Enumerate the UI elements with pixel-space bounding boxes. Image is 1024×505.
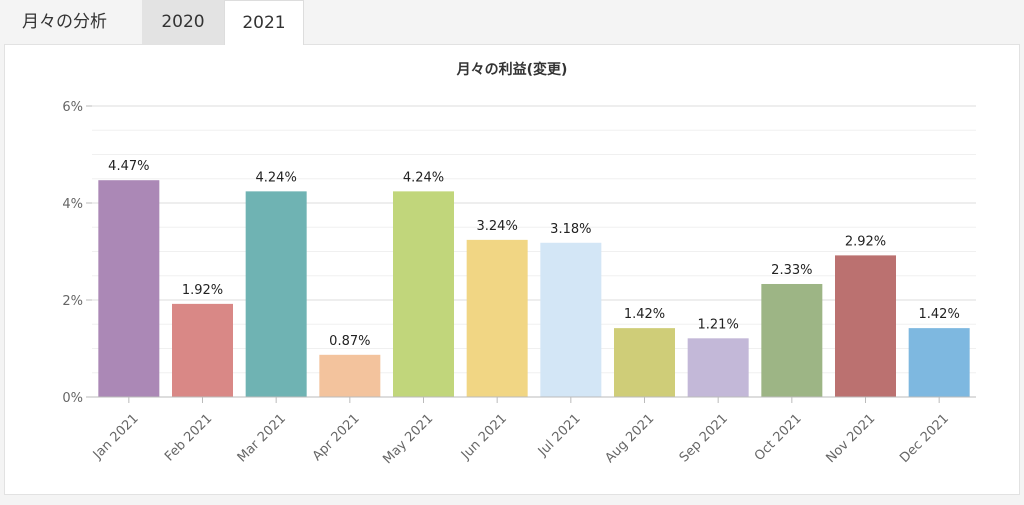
bar[interactable]	[319, 354, 381, 397]
bar[interactable]	[393, 191, 454, 397]
bar[interactable]	[835, 255, 896, 397]
bar[interactable]	[687, 338, 749, 397]
bar[interactable]	[98, 180, 160, 397]
bar-value-label: 3.24%	[477, 219, 518, 234]
bar-value-label: 1.42%	[624, 307, 665, 322]
bar-value-label: 4.24%	[256, 170, 297, 185]
bar[interactable]	[172, 303, 233, 397]
y-tick-label: 6%	[62, 100, 83, 115]
x-tick-label: Sep 2021	[677, 411, 731, 465]
x-tick-label: Jan 2021	[90, 411, 142, 463]
x-tick-label: Feb 2021	[162, 411, 215, 464]
bar[interactable]	[761, 283, 823, 397]
bar-value-label: 1.92%	[182, 283, 223, 298]
y-axis: 0% 2% 4% 6%	[62, 100, 92, 406]
x-tick-label: Nov 2021	[823, 411, 878, 466]
tab-monthly-analysis[interactable]: 月々の分析	[0, 0, 142, 44]
bar-value-label: 4.24%	[403, 170, 444, 185]
value-labels: 4.47% 1.92% 4.24% 0.87% 4.24% 3.24% 3.18% 1.42%…	[108, 159, 960, 349]
bars	[98, 180, 970, 397]
tab-2021[interactable]: 2021	[224, 0, 304, 45]
bar[interactable]	[908, 328, 970, 397]
x-tick-label: Dec 2021	[897, 411, 952, 466]
y-tick-label: 0%	[62, 391, 83, 406]
bar-value-label: 2.92%	[845, 234, 886, 249]
bar-value-label: 3.18%	[550, 222, 591, 237]
bar[interactable]	[540, 242, 602, 397]
footer-strip	[0, 495, 1024, 505]
x-tick-label: Apr 2021	[310, 411, 363, 464]
chart-title: 月々の利益(変更)	[456, 61, 568, 78]
tab-bar: 月々の分析 2020 2021	[0, 0, 1024, 45]
bar-value-label: 0.87%	[329, 334, 370, 349]
y-tick-label: 4%	[62, 197, 83, 212]
bar-value-label: 4.47%	[108, 159, 149, 174]
grid	[92, 105, 976, 398]
x-axis: Jan 2021 Feb 2021 Mar 2021 Apr 2021 May 2021…	[90, 396, 976, 467]
x-tick-label: Mar 2021	[235, 411, 289, 465]
tab-2020[interactable]: 2020	[142, 0, 224, 44]
x-tick-label: May 2021	[380, 411, 436, 467]
bar[interactable]	[466, 239, 528, 397]
x-tick-label: Aug 2021	[602, 411, 657, 466]
x-tick-label: Jul 2021	[535, 411, 584, 460]
x-tick-label: Jun 2021	[458, 411, 510, 463]
bar[interactable]	[614, 328, 675, 397]
bar[interactable]	[245, 191, 307, 397]
bar-value-label: 2.33%	[771, 263, 812, 278]
bar-value-label: 1.21%	[698, 317, 739, 332]
bar-value-label: 1.42%	[919, 307, 960, 322]
x-tick-label: Oct 2021	[752, 411, 805, 464]
y-tick-label: 2%	[62, 294, 83, 309]
